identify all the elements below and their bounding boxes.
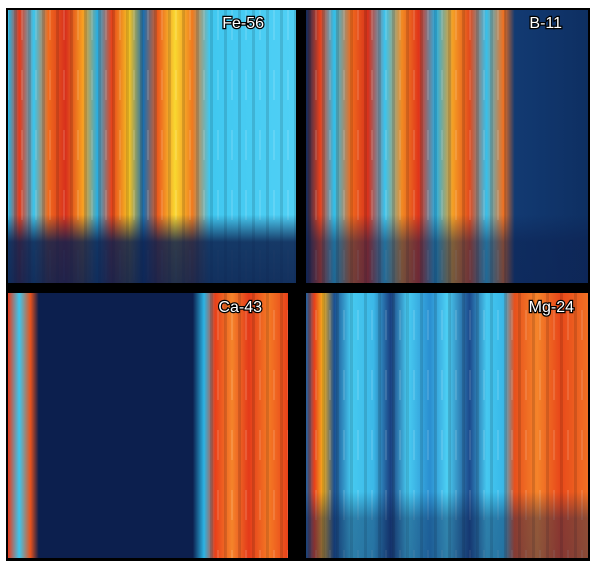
shade	[306, 293, 588, 558]
panel-label: B-11	[529, 15, 562, 32]
panel-label: Ca-43	[218, 299, 262, 316]
panel-label: Mg-24	[529, 299, 574, 316]
shade	[8, 10, 296, 283]
panel-label: Fe-56	[222, 15, 264, 32]
panel-ca: Ca-43	[8, 293, 288, 558]
texture	[206, 293, 288, 558]
panel-b: B-11	[306, 10, 588, 283]
panel-fe: Fe-56	[8, 10, 296, 283]
panel-mg: Mg-24	[306, 293, 588, 558]
shade	[306, 10, 588, 283]
